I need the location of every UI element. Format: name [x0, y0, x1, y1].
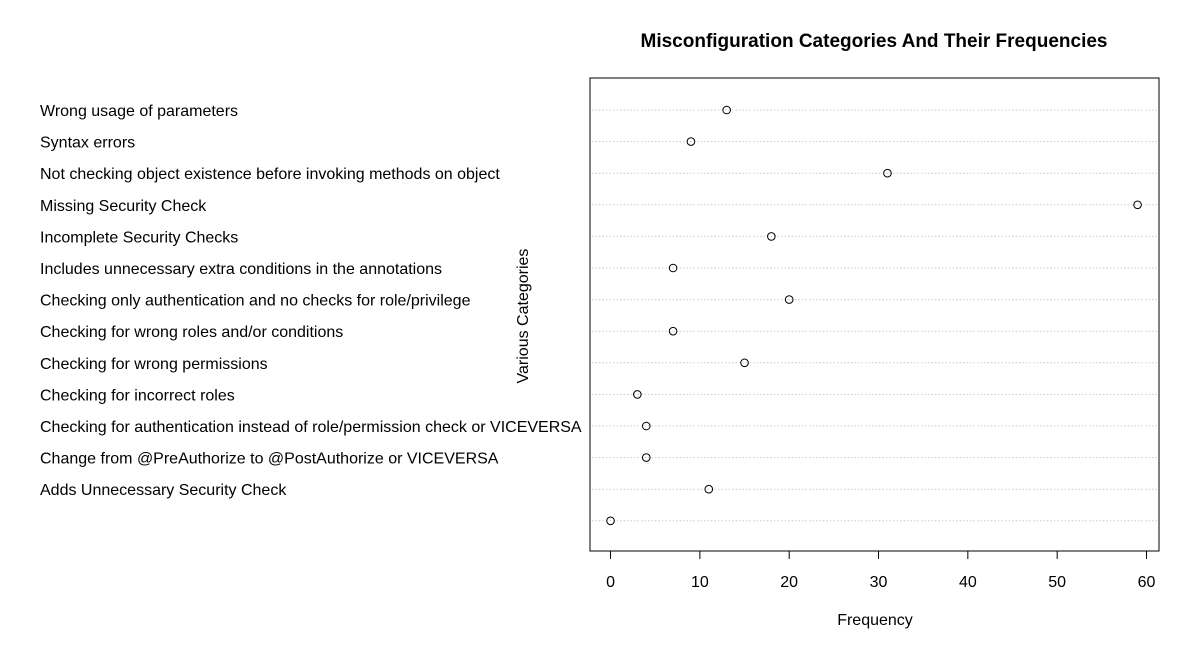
- data-point: [641, 453, 651, 462]
- category-label: Not checking object existence before inv…: [40, 166, 500, 183]
- category-label: Includes unnecessary extra conditions in…: [40, 261, 442, 278]
- x-axis: 0 10 20 30 40 50 60: [606, 550, 1156, 591]
- data-point: [767, 232, 776, 241]
- x-tick-label: 30: [870, 574, 888, 591]
- data-points: [606, 105, 1142, 526]
- x-tick-label: 60: [1138, 574, 1156, 591]
- x-tick-label: 40: [959, 574, 977, 591]
- category-label: Checking for wrong permissions: [40, 356, 268, 373]
- data-point: [686, 137, 696, 146]
- category-label: Checking only authentication and no chec…: [40, 293, 471, 310]
- data-point: [883, 168, 892, 178]
- y-axis-title: Various Categories: [515, 249, 532, 384]
- category-label: Syntax errors: [40, 135, 135, 152]
- category-label: Change from @PreAuthorize to @PostAuthor…: [40, 451, 499, 468]
- x-tick-label: 20: [780, 574, 798, 591]
- category-label: Checking for incorrect roles: [40, 387, 235, 404]
- plot-frame: [589, 77, 1160, 552]
- data-point: [633, 390, 642, 399]
- data-point: [740, 358, 749, 368]
- data-point: [641, 421, 651, 431]
- x-tick-label: 0: [606, 574, 615, 591]
- category-label: Checking for wrong roles and/or conditio…: [40, 324, 343, 341]
- data-point: [606, 516, 615, 526]
- data-point: [668, 326, 678, 336]
- chart-title: Misconfiguration Categories And Their Fr…: [641, 31, 1108, 52]
- category-labels: Wrong usage of parameters Syntax errors No…: [40, 103, 582, 499]
- category-label: Adds Unnecessary Security Check: [40, 482, 287, 499]
- data-point: [722, 105, 731, 115]
- grid-lines: [592, 109, 1157, 522]
- x-axis-title: Frequency: [837, 612, 913, 629]
- data-point: [784, 295, 794, 304]
- category-label: Incomplete Security Checks: [40, 229, 238, 246]
- x-tick-label: 10: [691, 574, 709, 591]
- x-tick-label: 50: [1048, 574, 1066, 591]
- category-label: Checking for authentication instead of r…: [40, 419, 582, 436]
- data-point: [668, 263, 678, 273]
- data-point: [1133, 200, 1142, 210]
- data-point: [704, 484, 714, 494]
- category-label: Missing Security Check: [40, 198, 207, 215]
- category-label: Wrong usage of parameters: [40, 103, 238, 120]
